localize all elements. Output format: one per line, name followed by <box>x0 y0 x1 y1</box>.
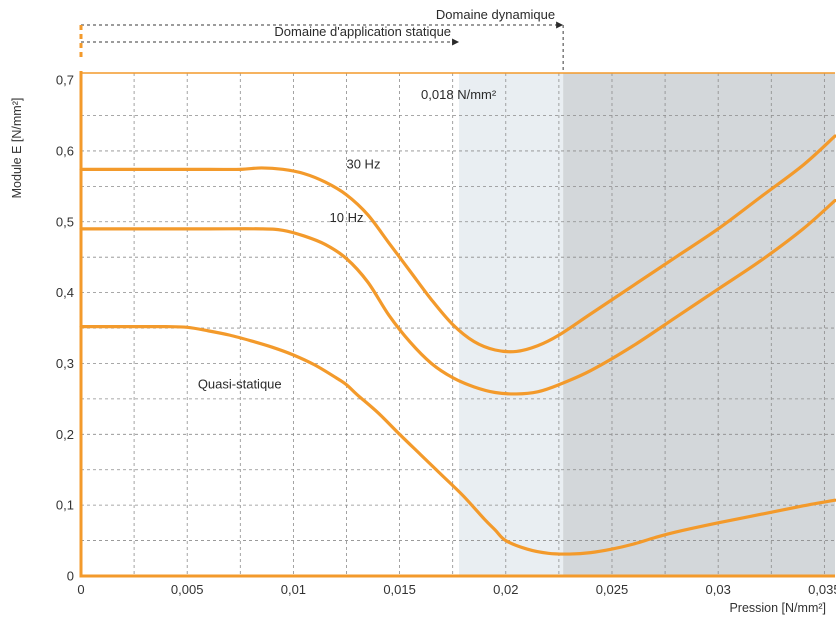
curve-10-hz <box>79 198 836 396</box>
y-tick-label: 0,2 <box>56 427 74 442</box>
range-arrowhead-0 <box>556 21 564 29</box>
x-tick-label: 0 <box>77 582 84 597</box>
x-tick-label: 0,025 <box>596 582 629 597</box>
x-tick-label: 0,035 <box>808 582 836 597</box>
y-axis-title: Module E [N/mm²] <box>10 98 24 199</box>
y-tick-label: 0,5 <box>56 214 74 229</box>
y-tick-label: 0,4 <box>56 285 74 300</box>
y-tick-label: 0,6 <box>56 143 74 158</box>
x-tick-label: 0,015 <box>383 582 416 597</box>
series-label-2: Quasi-statique <box>198 376 282 391</box>
y-tick-label: 0,7 <box>56 73 74 88</box>
curve-quasi-statique <box>79 324 836 556</box>
y-tick-label: 0 <box>67 569 74 584</box>
axes <box>79 71 835 578</box>
series-label-0: 30 Hz <box>346 157 380 172</box>
x-axis-title: Pression [N/mm²] <box>729 601 826 615</box>
x-tick-label: 0,01 <box>281 582 306 597</box>
band-light <box>459 73 564 576</box>
band-dark <box>563 73 835 576</box>
x-tick-label: 0,02 <box>493 582 518 597</box>
domain-ranges: Domaine dynamique Domaine d'application s… <box>79 7 564 73</box>
range-label-1: Domaine d'application statique <box>274 24 451 39</box>
tick-labels: 0 0,005 0,01 0,015 0,02 0,025 0,03 0,035 0 0,1 0,2… <box>56 73 836 597</box>
annotation-018: 0,018 N/mm² <box>421 87 497 102</box>
series-label-1: 10 Hz <box>330 210 364 225</box>
range-arrowhead-1 <box>452 38 460 46</box>
curve-30-hz <box>79 134 836 354</box>
y-tick-label: 0,3 <box>56 356 74 371</box>
curves <box>79 134 836 556</box>
range-label-0: Domaine dynamique <box>436 7 555 22</box>
x-tick-label: 0,03 <box>706 582 731 597</box>
x-tick-label: 0,005 <box>171 582 204 597</box>
background-bands <box>459 73 835 576</box>
y-tick-label: 0,1 <box>56 498 74 513</box>
series-labels: 30 Hz 10 Hz Quasi-statique <box>198 157 381 392</box>
